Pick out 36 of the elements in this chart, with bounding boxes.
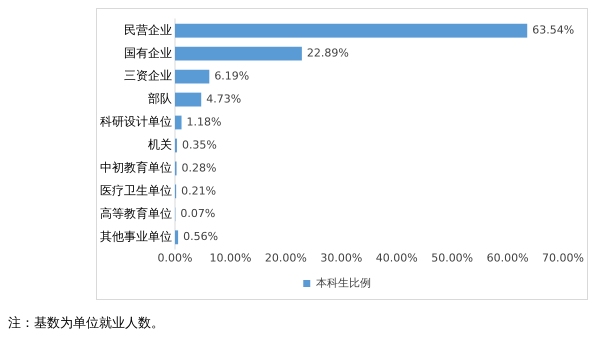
x-tick-label: 20.00%	[264, 251, 307, 264]
data-label: 0.56%	[183, 230, 218, 244]
bar	[175, 46, 302, 61]
data-label: 4.73%	[206, 92, 242, 106]
data-label: 63.54%	[532, 24, 574, 37]
y-tick-label: 高等教育单位	[100, 206, 172, 220]
data-label: 22.89%	[306, 46, 349, 60]
bar	[175, 230, 178, 244]
y-tick-label: 医疗卫生单位	[100, 184, 172, 198]
bar	[175, 24, 528, 38]
x-tick-label: 70.00%	[542, 251, 584, 264]
y-tick-label: 国有企业	[124, 46, 172, 60]
text: 注：基数为单位就业人数。	[8, 315, 165, 332]
x-tick-label: 50.00%	[431, 251, 474, 264]
x-tick-label: 40.00%	[376, 251, 418, 264]
x-tick-label: 30.00%	[320, 251, 362, 264]
bar	[175, 70, 210, 84]
y-tick-label: 民营企业	[124, 22, 172, 37]
data-label: 0.28%	[182, 161, 217, 174]
y-tick-label: 部队	[148, 92, 172, 106]
x-tick-label: 60.00%	[486, 251, 529, 264]
y-tick-label: 中初教育单位	[100, 160, 172, 175]
y-tick-label: 其他事业单位	[100, 229, 172, 244]
data-label: 0.35%	[182, 138, 217, 152]
y-tick-label: 机关	[148, 138, 172, 152]
y-tick-label: 三资企业	[124, 68, 172, 83]
data-label: 0.21%	[181, 184, 216, 198]
data-label: 6.19%	[214, 69, 250, 82]
x-tick-label: 10.00%	[209, 251, 252, 264]
y-tick-label: 科研设计单位	[100, 114, 172, 129]
data-label: 0.07%	[180, 207, 216, 220]
x-tick-label: 0.00%	[158, 251, 192, 264]
bar	[175, 116, 182, 130]
legend-label: 本科生比例	[316, 276, 371, 290]
data-label: 1.18%	[186, 115, 222, 128]
bar	[175, 92, 202, 106]
